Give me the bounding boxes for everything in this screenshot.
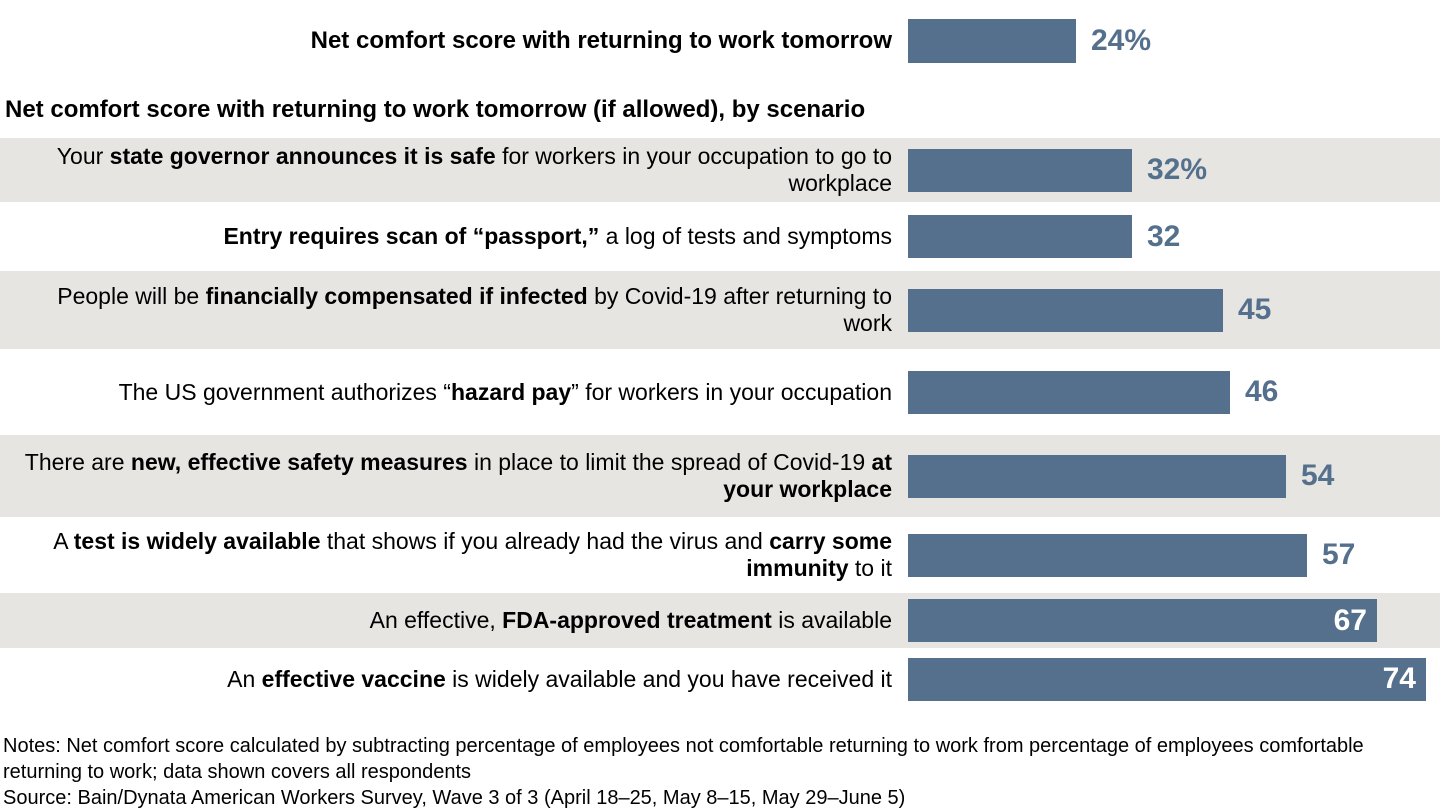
row-label-segment: a log of tests and symptoms — [599, 223, 892, 249]
row-label-segment: There are — [24, 449, 131, 475]
row-label: People will be financially compensated i… — [0, 283, 908, 337]
row-label-segment: at your workplace — [723, 449, 892, 502]
row-value: 67 — [1333, 603, 1367, 637]
row-label-segment: Entry requires scan of “passport,” — [223, 223, 600, 249]
row-label-segment: in place to limit the spread of Covid-19 — [467, 449, 872, 475]
row-label-segment: is available — [771, 607, 892, 633]
scenario-row: An effective, FDA-approved treatment is … — [0, 593, 1440, 648]
row-label-segment: effective vaccine — [261, 665, 446, 692]
row-label-segment: is widely available and you have receive… — [445, 665, 892, 692]
row-label-segment: People will be — [57, 283, 206, 309]
source-line: Source: Bain/Dynata American Workers Sur… — [3, 787, 906, 809]
row-value: 54 — [1301, 459, 1335, 492]
row-label: A test is widely available that shows if… — [0, 528, 908, 582]
row-label-segment: by Covid-19 after returning to work — [587, 283, 892, 336]
row-label: An effective vaccine is widely available… — [0, 666, 908, 693]
row-bar — [908, 288, 1223, 332]
row-bar-area: 54 — [908, 454, 1440, 498]
row-label-segment: new, effective safety measures — [130, 449, 468, 475]
row-label-segment: The US government authorizes “ — [118, 378, 451, 405]
row-label-segment: A — [53, 528, 74, 554]
row-bar — [908, 148, 1132, 192]
row-bar-area: 46 — [908, 370, 1440, 414]
row-label: An effective, FDA-approved treatment is … — [0, 607, 908, 634]
row-bar — [908, 454, 1286, 498]
row-value: 32 — [1147, 219, 1181, 253]
section-heading: Net comfort score with returning to work… — [5, 96, 866, 123]
row-bar: 67 — [908, 599, 1377, 642]
row-label-segment: that shows if you already had the virus … — [320, 528, 770, 554]
row-bar-area: 32% — [908, 148, 1440, 192]
row-bar-area: 45 — [908, 288, 1440, 332]
overall-score-row: Net comfort score with returning to work… — [0, 19, 1440, 63]
row-label-segment: to it — [848, 555, 892, 581]
row-label-segment: An effective, — [369, 607, 503, 633]
footnotes: Notes: Net comfort score calculated by s… — [3, 733, 1437, 811]
scenario-row: The US government authorizes “hazard pay… — [0, 349, 1440, 435]
scenario-row: An effective vaccine is widely available… — [0, 648, 1440, 710]
row-label-segment: Your — [56, 143, 110, 169]
row-label-segment: FDA-approved treatment — [502, 607, 772, 633]
row-label: Entry requires scan of “passport,” a log… — [0, 223, 908, 250]
scenario-row: Your state governor announces it is safe… — [0, 138, 1440, 202]
row-bar-area: 67 — [908, 599, 1440, 642]
row-value: 46 — [1245, 375, 1279, 408]
row-bar-area: 32 — [908, 215, 1440, 258]
row-label: Your state governor announces it is safe… — [0, 143, 908, 197]
row-bar: 74 — [908, 657, 1426, 701]
scenario-row: People will be financially compensated i… — [0, 271, 1440, 349]
scenario-row: A test is widely available that shows if… — [0, 517, 1440, 593]
row-label-segment: state governor announces it is safe — [109, 143, 496, 169]
row-bar — [908, 370, 1230, 414]
overall-score-bar — [908, 19, 1076, 63]
row-value: 57 — [1322, 538, 1356, 571]
row-label-segment: ” for workers in your occupation — [571, 378, 892, 405]
row-label-segment: An — [227, 665, 262, 692]
row-label-segment: for workers in your occupation to go to … — [495, 143, 892, 196]
row-bar — [908, 215, 1132, 258]
row-label-segment: financially compensated if infected — [205, 283, 588, 309]
row-label: There are new, effective safety measures… — [0, 449, 908, 503]
row-bar-area: 57 — [908, 533, 1440, 577]
scenario-rows: Your state governor announces it is safe… — [0, 138, 1440, 710]
row-label-segment: carry some immunity — [746, 528, 892, 581]
row-label: The US government authorizes “hazard pay… — [0, 379, 908, 406]
row-bar-area: 74 — [908, 657, 1440, 701]
row-value: 32% — [1147, 153, 1208, 186]
overall-score-label: Net comfort score with returning to work… — [310, 27, 892, 54]
row-bar — [908, 533, 1307, 577]
scenario-row: There are new, effective safety measures… — [0, 435, 1440, 517]
row-label-segment: test is widely available — [73, 528, 321, 554]
row-value: 45 — [1238, 293, 1272, 326]
scenario-row: Entry requires scan of “passport,” a log… — [0, 202, 1440, 271]
notes-line: Notes: Net comfort score calculated by s… — [3, 735, 1364, 783]
overall-score-value: 24% — [1091, 24, 1152, 57]
row-value: 74 — [1382, 662, 1416, 695]
row-label-segment: hazard pay — [450, 378, 572, 405]
